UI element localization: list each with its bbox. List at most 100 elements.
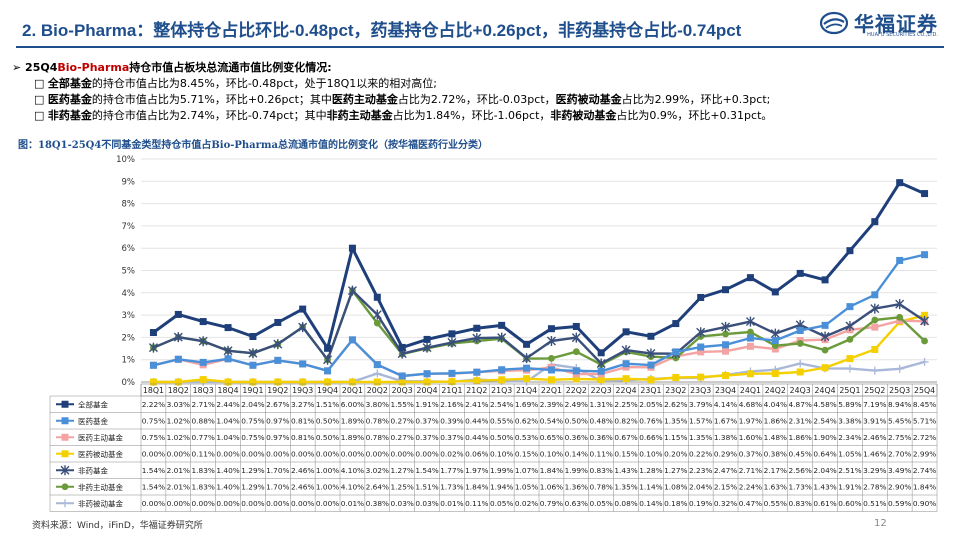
data-point	[149, 328, 157, 336]
data-label: 0.03%	[415, 500, 439, 508]
bullet-sector: Bio-Pharma	[57, 61, 130, 74]
data-label: 7.19%	[863, 401, 887, 409]
data-label: 0.36%	[565, 434, 589, 442]
data-label: 1.43%	[813, 484, 837, 492]
data-point	[224, 355, 232, 363]
data-label: 1.00%	[316, 484, 340, 492]
data-label: 5.71%	[913, 418, 937, 426]
page-title: 2. Bio-Pharma：整体持仓占比环比-0.48pct，药基持仓占比+0.…	[22, 21, 742, 40]
checkbox-square-icon: □	[34, 109, 48, 122]
x-tick-label: 18Q4	[218, 386, 239, 395]
data-label: 0.65%	[540, 434, 564, 442]
bullet-main: ➢ 25Q4Bio-Pharma持仓市值占板块总流通市值比例变化情况:	[12, 60, 947, 76]
data-label: 0.00%	[341, 451, 365, 459]
data-label: 2.62%	[664, 401, 688, 409]
data-label: 2.67%	[266, 401, 290, 409]
data-label: 0.38%	[764, 451, 788, 459]
data-label: 0.82%	[614, 418, 638, 426]
data-label: 1.99%	[565, 467, 589, 475]
data-label: 4.14%	[714, 401, 738, 409]
data-label: 0.88%	[192, 418, 216, 426]
bullet-pharma-funds: □ 医药基金的持仓市值占比为5.71%，环比+0.26pct；其中医药主动基金占…	[12, 92, 947, 108]
data-point	[324, 344, 332, 352]
data-label: 0.55%	[764, 500, 788, 508]
data-point	[745, 316, 755, 327]
legend-label: 医药被动基金	[78, 449, 123, 459]
bullet-term: 非药基金	[47, 109, 92, 122]
data-label: 0.10%	[490, 451, 514, 459]
data-point	[199, 376, 207, 384]
data-point	[273, 339, 283, 350]
data-label: 0.78%	[366, 434, 390, 442]
data-label: 1.57%	[689, 418, 713, 426]
data-label: 2.56%	[789, 467, 813, 475]
data-point	[845, 321, 855, 332]
bullet-text: 占比为2.72%，环比-0.03pct，	[397, 93, 556, 106]
data-point	[647, 376, 655, 384]
data-label: 0.01%	[341, 500, 365, 508]
bullet-term: 非药被动基金	[550, 109, 617, 122]
data-point	[448, 378, 456, 386]
data-point	[372, 309, 382, 320]
bullet-arrow-icon: ➢	[12, 61, 26, 74]
data-point	[871, 345, 879, 353]
data-label: 2.04%	[813, 467, 837, 475]
data-point	[697, 373, 705, 381]
data-point	[497, 332, 507, 343]
y-tick-label: 6%	[122, 244, 136, 254]
x-tick-label: 21Q2	[466, 386, 487, 395]
data-label: 0.08%	[614, 500, 638, 508]
y-tick-label: 9%	[122, 177, 136, 187]
data-label: 0.45%	[789, 451, 813, 459]
data-label: 1.97%	[465, 467, 489, 475]
data-label: 1.84%	[465, 484, 489, 492]
data-point	[547, 325, 555, 333]
x-tick-label: 19Q3	[292, 386, 313, 395]
data-label: 0.83%	[590, 467, 614, 475]
data-point	[572, 367, 580, 375]
data-point	[473, 377, 481, 385]
data-point	[770, 328, 780, 339]
data-label: 0.00%	[291, 500, 315, 508]
data-point	[920, 357, 929, 366]
data-label: 2.46%	[291, 484, 315, 492]
data-point	[895, 364, 904, 373]
data-label: 0.14%	[565, 451, 589, 459]
x-tick-label: 22Q1	[541, 386, 562, 395]
data-point	[224, 324, 232, 332]
data-point	[647, 332, 655, 340]
data-label: 0.78%	[590, 484, 614, 492]
data-label: 0.11%	[465, 500, 489, 508]
x-tick-label: 25Q4	[914, 386, 935, 395]
y-tick-label: 0%	[122, 378, 136, 388]
data-label: 1.35%	[689, 434, 713, 442]
data-label: 2.54%	[813, 418, 837, 426]
series-line	[152, 181, 926, 355]
data-label: 0.38%	[366, 500, 390, 508]
data-point	[373, 378, 381, 386]
data-point	[60, 465, 70, 476]
x-tick-label: 24Q1	[740, 386, 761, 395]
data-label: 3.02%	[366, 467, 390, 475]
bullet-heading: 持仓市值占板块总流通市值比例变化情况:	[129, 61, 332, 74]
data-label: 1.00%	[316, 467, 340, 475]
y-tick-label: 8%	[122, 200, 136, 210]
data-point	[921, 190, 929, 198]
data-point	[920, 315, 930, 326]
data-point	[299, 305, 307, 313]
data-label: 0.18%	[664, 500, 688, 508]
data-point	[523, 364, 531, 372]
data-point	[274, 318, 282, 326]
data-point	[871, 218, 879, 226]
data-point	[373, 319, 381, 327]
data-label: 3.91%	[863, 418, 887, 426]
bullet-text: 占比为1.84%，环比-1.06pct，	[392, 109, 551, 122]
data-point	[174, 378, 182, 386]
data-point	[522, 353, 532, 364]
data-label: 4.87%	[789, 401, 813, 409]
bullet-text: 的持仓市值占比为5.71%，环比+0.26pct；其中	[91, 93, 332, 106]
x-tick-label: 24Q3	[790, 386, 811, 395]
data-label: 1.05%	[838, 451, 862, 459]
data-point	[472, 333, 482, 344]
data-label: 0.27%	[391, 418, 415, 426]
